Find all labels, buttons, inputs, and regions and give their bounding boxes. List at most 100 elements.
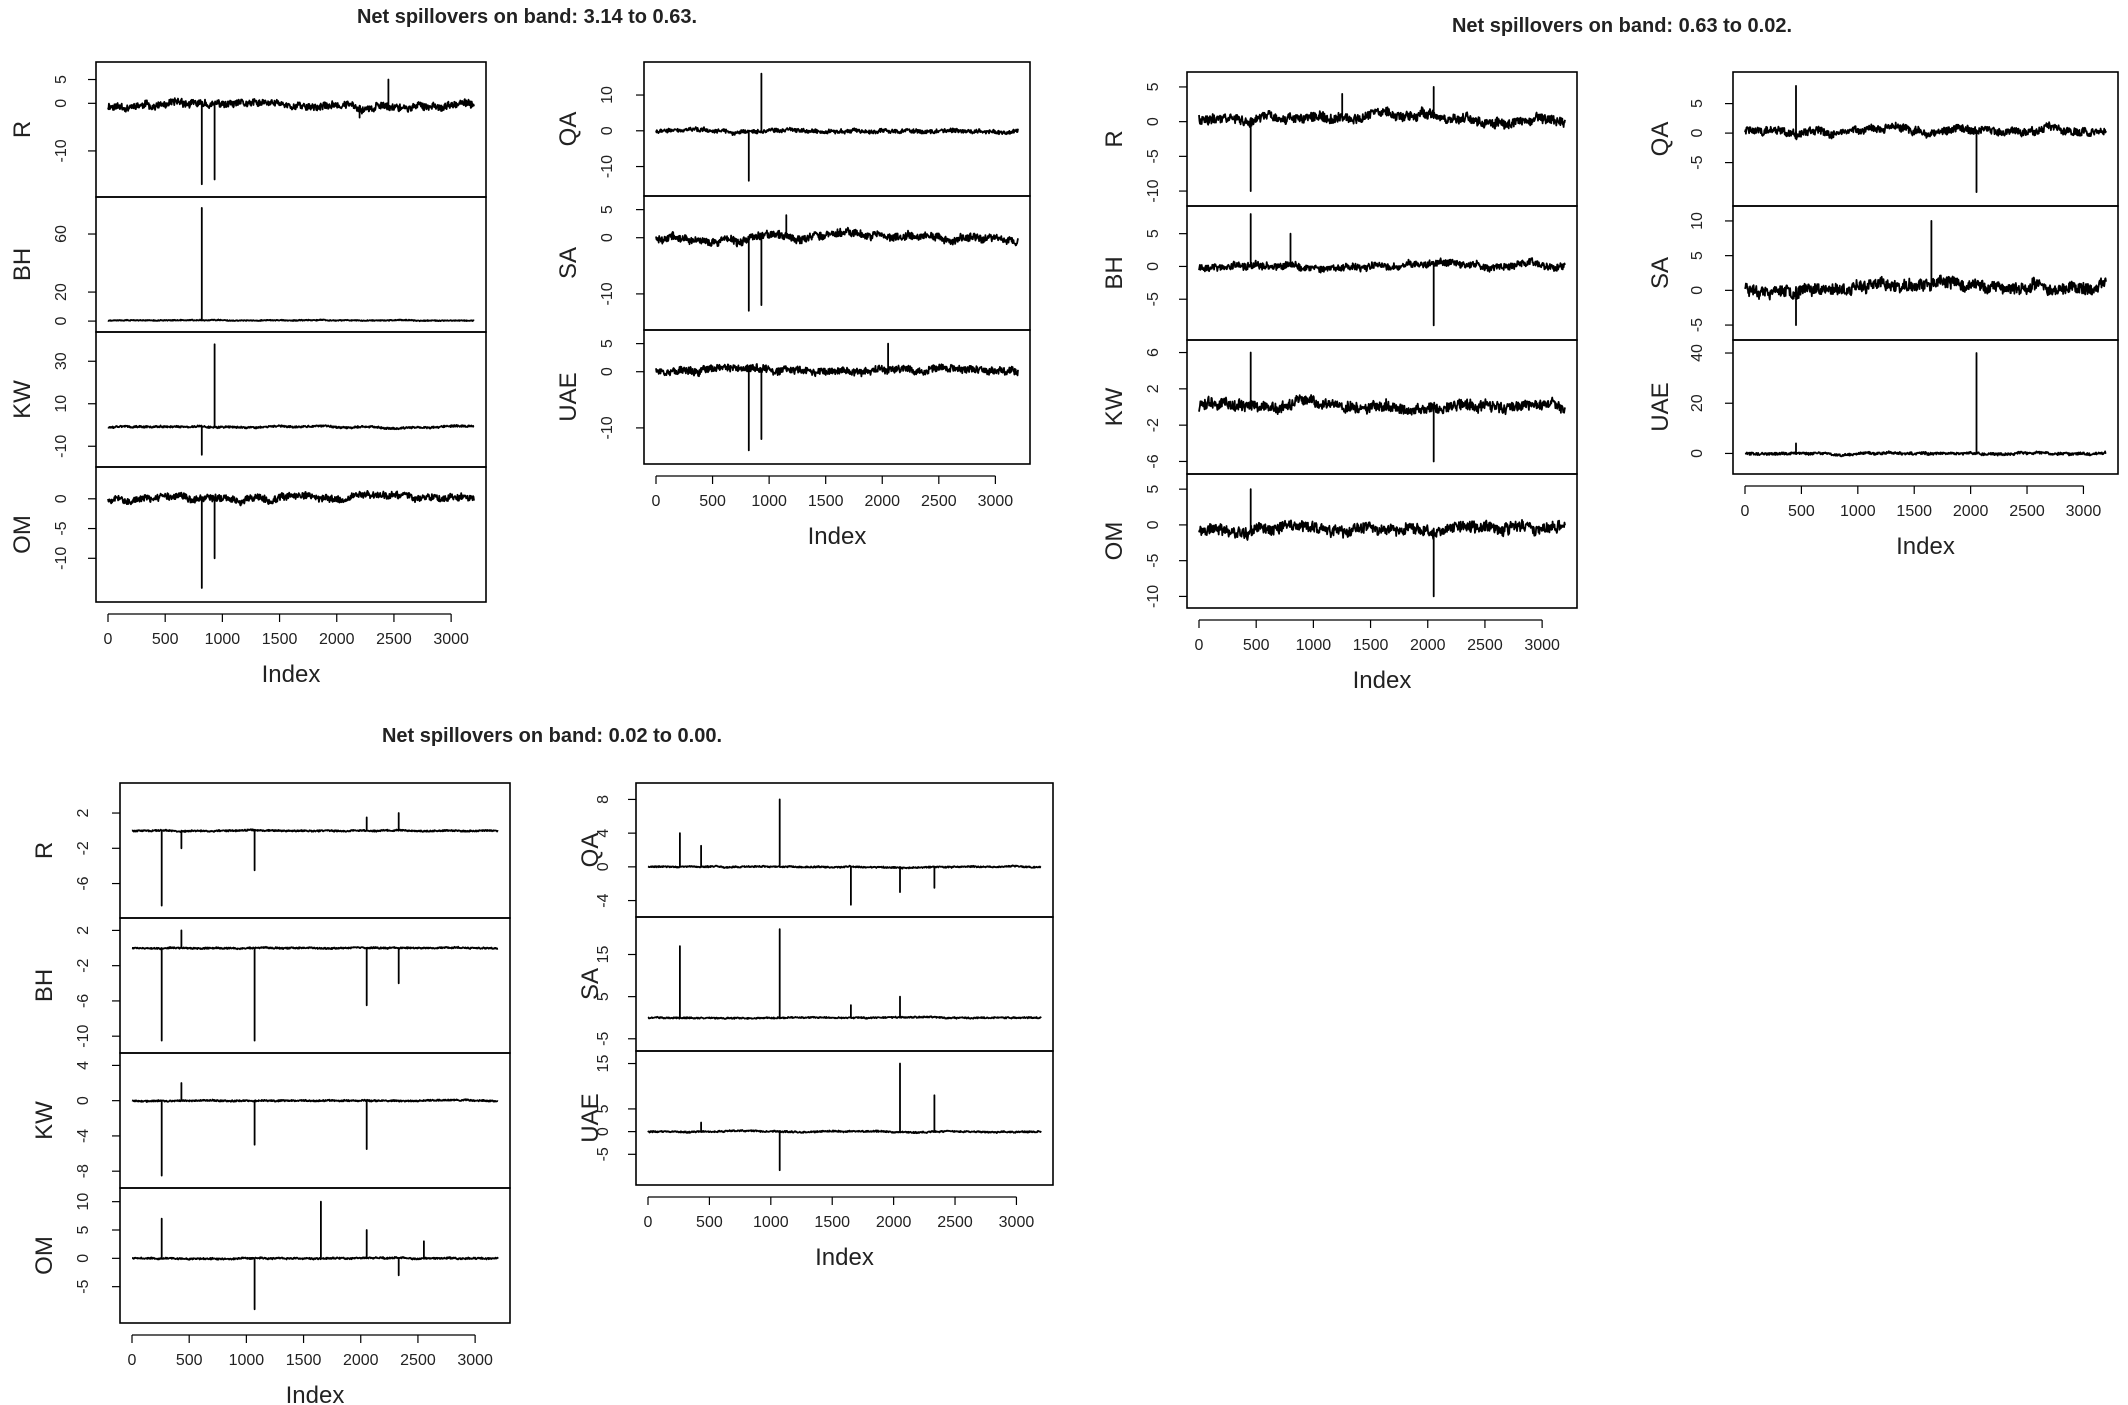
y-tick-label: 0 xyxy=(53,317,70,326)
y-tick-label: -5 xyxy=(1145,292,1162,306)
x-tick-label: 3000 xyxy=(999,1214,1035,1231)
panel-bh: 2 -2 -6 -10 BH xyxy=(31,917,511,1054)
y-tick-label: 0 xyxy=(599,367,616,376)
chart-block-2: Net spillovers on band: 0.63 to 0.02. 5 0 -… xyxy=(1101,15,2119,694)
y-tick-label: 2 xyxy=(75,808,92,817)
panel-kw: 4 0 -4 -8 KW xyxy=(31,1052,511,1189)
panel-frame xyxy=(119,1052,511,1189)
series-line-kw xyxy=(131,1082,499,1177)
y-tick-label: 5 xyxy=(75,1225,92,1234)
x-tick-label: 2000 xyxy=(1410,637,1446,654)
series-name-label: UAE xyxy=(555,372,582,421)
y-tick-label: 10 xyxy=(1689,212,1706,230)
y-tick-label: 0 xyxy=(599,233,616,242)
y-tick-label: 4 xyxy=(595,829,612,838)
panel-uae: 5 0 -10 UAE xyxy=(555,329,1031,465)
series-name-label: SA xyxy=(555,247,582,279)
series-name-label: BH xyxy=(1101,256,1128,289)
series-name-label: QA xyxy=(555,112,582,147)
x-tick-label: 3000 xyxy=(433,631,469,648)
panel-frame xyxy=(95,331,487,468)
y-tick-label: 5 xyxy=(53,75,70,84)
series-line-qa xyxy=(655,72,1019,182)
panel-qa: 10 0 -10 QA xyxy=(555,61,1031,197)
series-line-bh xyxy=(131,929,499,1042)
y-tick-label: 8 xyxy=(595,795,612,804)
y-tick-label: 2 xyxy=(1145,384,1162,393)
x-axis-label: Index xyxy=(262,661,321,688)
series-name-label: QA xyxy=(577,833,604,868)
y-tick-label: 5 xyxy=(595,992,612,1001)
series-name-label: R xyxy=(9,121,36,138)
y-tick-label: 0 xyxy=(599,126,616,135)
x-tick-label: 1500 xyxy=(814,1214,850,1231)
y-tick-label: -10 xyxy=(1145,179,1162,202)
y-tick-label: 0 xyxy=(1689,286,1706,295)
x-tick-label: 2000 xyxy=(319,631,355,648)
series-name-label: R xyxy=(1101,130,1128,147)
panel-frame xyxy=(119,782,511,919)
y-tick-label: 30 xyxy=(53,352,70,370)
x-tick-label: 2500 xyxy=(937,1214,973,1231)
y-tick-label: 40 xyxy=(1689,344,1706,362)
x-tick-label: 1500 xyxy=(262,631,298,648)
series-line-uae xyxy=(655,342,1019,452)
x-tick-label: 2000 xyxy=(864,493,900,510)
x-tick-label: 2000 xyxy=(876,1214,912,1231)
y-tick-label: 0 xyxy=(1145,117,1162,126)
y-tick-label: 0 xyxy=(75,1254,92,1263)
series-name-label: OM xyxy=(31,1236,58,1275)
panel-frame xyxy=(95,466,487,603)
chart-block-1: Net spillovers on band: 3.14 to 0.63. 5 0 -… xyxy=(9,6,1031,688)
y-tick-label: 4 xyxy=(75,1061,92,1070)
y-tick-label: -10 xyxy=(599,416,616,439)
x-axis-label: Index xyxy=(815,1244,874,1271)
y-tick-label: 10 xyxy=(53,395,70,413)
series-name-label: SA xyxy=(1647,257,1674,289)
y-tick-label: -5 xyxy=(595,1147,612,1161)
x-tick-label: 3000 xyxy=(457,1352,493,1369)
panel-frame xyxy=(95,196,487,333)
x-tick-label: 0 xyxy=(652,493,661,510)
x-tick-label: 3000 xyxy=(978,493,1014,510)
y-tick-label: 5 xyxy=(595,1104,612,1113)
x-axis-label: Index xyxy=(1353,667,1412,694)
y-tick-label: 0 xyxy=(53,99,70,108)
x-axis-label: Index xyxy=(1896,533,1955,560)
panel-om: 5 0 -5 -10 OM xyxy=(1101,473,1578,609)
x-tick-label: 2500 xyxy=(376,631,412,648)
series-name-label: R xyxy=(31,842,58,859)
x-tick-label: 500 xyxy=(1243,637,1270,654)
panel-sa: 5 0 -10 SA xyxy=(555,195,1031,331)
y-tick-label: -4 xyxy=(595,893,612,907)
series-name-label: OM xyxy=(9,515,36,554)
series-name-label: OM xyxy=(1101,522,1128,561)
panel-kw: 6 2 -2 -6 KW xyxy=(1101,339,1578,475)
x-axis: 0 500 1000 1500 2000 2500 3000 Index xyxy=(1741,485,2101,560)
panel-frame xyxy=(1186,205,1578,341)
x-tick-label: 1000 xyxy=(229,1352,265,1369)
x-axis: 0 500 1000 1500 2000 2500 3000 Index xyxy=(104,613,469,688)
series-line-bh xyxy=(107,207,475,323)
x-tick-label: 0 xyxy=(1195,637,1204,654)
y-tick-label: -6 xyxy=(75,876,92,890)
y-tick-label: 5 xyxy=(1145,82,1162,91)
y-tick-label: -10 xyxy=(75,1025,92,1048)
series-name-label: KW xyxy=(31,1101,58,1140)
x-tick-label: 0 xyxy=(128,1352,137,1369)
x-tick-label: 1000 xyxy=(1296,637,1332,654)
series-name-label: UAE xyxy=(577,1093,604,1142)
x-axis: 0 500 1000 1500 2000 2500 3000 Index xyxy=(1195,619,1560,694)
series-line-kw xyxy=(1198,351,1566,463)
y-tick-label: 5 xyxy=(1145,485,1162,494)
panel-frame xyxy=(1186,473,1578,609)
series-name-label: UAE xyxy=(1647,382,1674,431)
panel-r: 2 -2 -6 R xyxy=(31,782,511,919)
series-line-uae xyxy=(1744,352,2107,458)
series-line-om xyxy=(131,1200,499,1311)
panel-qa: 8 4 0 -4 QA xyxy=(577,782,1054,918)
y-tick-label: -2 xyxy=(1145,418,1162,432)
x-tick-label: 1000 xyxy=(1840,503,1876,520)
panel-frame xyxy=(1732,339,2119,475)
x-tick-label: 2500 xyxy=(1467,637,1503,654)
